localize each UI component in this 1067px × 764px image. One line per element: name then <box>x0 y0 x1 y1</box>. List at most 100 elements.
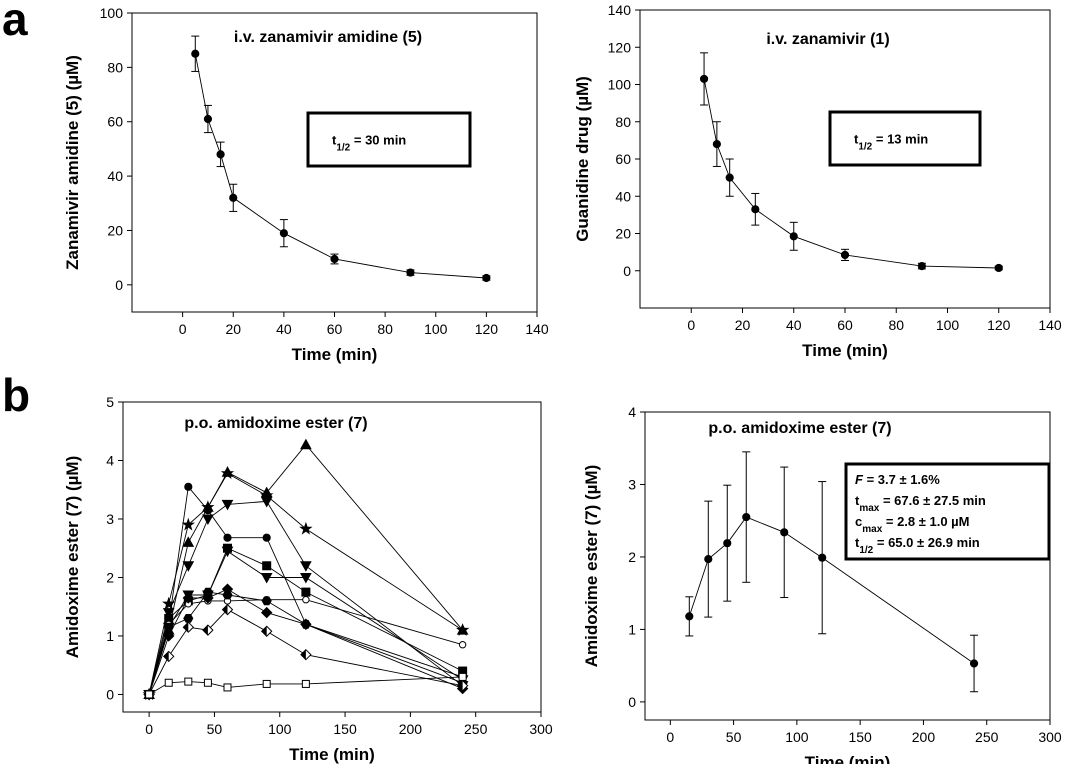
data-point <box>301 679 310 688</box>
y-tick-label: 2 <box>628 549 636 565</box>
pk-stat-line: t1/2 = 65.0 ± 26.9 min <box>855 535 980 556</box>
series-1 <box>685 451 979 693</box>
y-tick-label: 4 <box>106 452 114 468</box>
x-tick-label: 60 <box>837 317 853 333</box>
y-tick-label: 140 <box>608 2 632 18</box>
data-point <box>300 438 312 450</box>
x-tick-label: 140 <box>1038 317 1062 333</box>
chart-title: p.o. amidoxime ester (7) <box>708 420 891 437</box>
y-tick-label: 80 <box>615 114 631 130</box>
x-tick-label: 300 <box>1038 729 1062 745</box>
data-point <box>262 561 272 571</box>
y-tick-label: 40 <box>107 168 123 184</box>
data-point <box>840 250 850 260</box>
y-tick-label: 0 <box>115 277 123 293</box>
data-point <box>221 499 234 511</box>
y-tick-label: 80 <box>107 59 123 75</box>
x-axis-label: Time (min) <box>289 745 375 764</box>
panel-label-b: b <box>2 369 31 421</box>
chart-title: i.v. zanamivir (1) <box>766 31 889 48</box>
x-axis-label: Time (min) <box>805 753 891 764</box>
series-9 <box>144 587 468 699</box>
data-point <box>164 678 173 687</box>
x-tick-label: 40 <box>786 317 802 333</box>
data-point <box>300 619 311 629</box>
y-tick-label: 3 <box>628 476 636 492</box>
data-point <box>279 229 288 238</box>
pk-stat-line: F = 3.7 ± 1.6% <box>855 472 940 487</box>
data-point <box>203 678 212 687</box>
y-tick-label: 0 <box>623 263 631 279</box>
data-point <box>685 612 694 621</box>
series-line <box>148 609 463 695</box>
data-point <box>220 466 235 480</box>
pk-stats-box <box>844 462 1051 561</box>
x-tick-label: 0 <box>145 721 153 737</box>
x-tick-label: 0 <box>666 729 674 745</box>
y-tick-label: 0 <box>628 694 636 710</box>
data-point <box>458 672 467 681</box>
y-tick-label: 3 <box>106 511 114 527</box>
data-point <box>260 572 273 584</box>
half-life-box <box>828 110 982 167</box>
series-line <box>148 472 463 695</box>
data-point <box>162 596 176 610</box>
data-point <box>725 173 734 182</box>
data-point <box>202 514 214 526</box>
y-tick-label: 120 <box>608 39 632 55</box>
data-point <box>260 606 273 619</box>
series-11 <box>145 672 467 699</box>
chart-po-amidoxime-ester-mean: 0 50 100 150 200 250 300 0 1 2 3 4 Time (min) Amidoxi… <box>582 404 1062 764</box>
x-tick-label: 250 <box>464 721 488 737</box>
y-axis-label: Amidoxime ester (7) (µM) <box>63 456 82 659</box>
data-point <box>818 553 827 562</box>
plot-frame <box>122 401 542 713</box>
y-tick-label: 0 <box>106 686 114 702</box>
y-tick-label: 4 <box>628 404 636 420</box>
x-tick-label: 120 <box>987 317 1011 333</box>
y-tick-label: 2 <box>106 569 114 585</box>
data-point <box>260 496 273 508</box>
half-life-text: t1/2 = 13 min <box>854 132 928 153</box>
y-tick-label: 100 <box>100 5 124 21</box>
x-tick-label: 0 <box>687 317 695 333</box>
pk-stat-line: tmax = 67.6 ± 27.5 min <box>855 493 986 514</box>
data-point <box>330 254 339 264</box>
x-axis-label: Time (min) <box>802 341 888 360</box>
y-axis-label: Guanidine drug (µM) <box>573 76 592 242</box>
data-point <box>969 659 979 668</box>
chart-po-amidoxime-ester-individual: 0 50 100 150 200 250 300 0 1 2 3 4 5 Time (min) Amidox… <box>63 394 553 764</box>
data-point <box>301 587 311 597</box>
x-tick-label: 80 <box>377 321 393 337</box>
x-tick-label: 100 <box>785 729 809 745</box>
data-point <box>261 596 272 606</box>
series-line <box>148 500 463 695</box>
chart-iv-zanamivir-amidine: 0 20 40 60 80 100 120 140 0 20 40 60 80 100 Time (min)… <box>63 5 549 364</box>
x-tick-label: 100 <box>268 721 292 737</box>
series-1 <box>191 35 491 283</box>
y-tick-label: 20 <box>107 222 123 238</box>
data-point <box>723 539 732 548</box>
y-tick-label: 1 <box>106 628 114 644</box>
data-point <box>163 622 174 632</box>
half-life-box <box>306 111 472 168</box>
data-point <box>780 528 789 537</box>
pk-stat-line: cmax = 2.8 ± 1.0 µM <box>855 514 970 535</box>
data-point <box>163 630 175 642</box>
x-tick-label: 300 <box>529 721 553 737</box>
y-tick-label: 40 <box>615 188 631 204</box>
series-1 <box>699 52 1003 273</box>
y-tick-label: 60 <box>615 151 631 167</box>
chart-title: i.v. zanamivir amidine (5) <box>234 29 422 46</box>
series-line <box>148 485 463 695</box>
x-tick-label: 140 <box>525 321 549 337</box>
series-line <box>703 78 999 269</box>
chart-iv-zanamivir: 0 20 40 60 80 100 120 140 0 20 40 60 80 100 120 140 Time… <box>573 2 1062 360</box>
data-point <box>712 140 721 149</box>
data-point <box>182 592 195 604</box>
y-tick-label: 100 <box>608 77 632 93</box>
half-life-text: t1/2 = 30 min <box>332 133 406 154</box>
x-tick-label: 120 <box>475 321 499 337</box>
data-point <box>262 679 271 688</box>
data-point <box>223 683 232 692</box>
